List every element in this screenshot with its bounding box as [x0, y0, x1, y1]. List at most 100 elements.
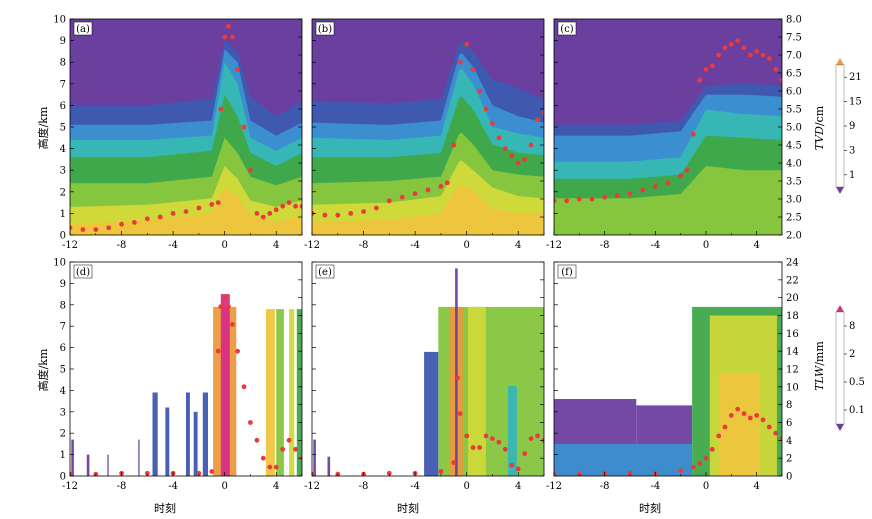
- tlw-point: [483, 433, 489, 439]
- y2-tick-label: 22: [786, 275, 799, 286]
- tvd-point: [697, 77, 703, 83]
- tvd-point: [554, 198, 557, 204]
- tlw-point: [215, 348, 221, 354]
- tvd-point: [183, 209, 189, 215]
- tlw-point: [747, 415, 753, 421]
- y-tick-label: 7: [60, 79, 66, 90]
- x-tick-label: -8: [359, 481, 369, 492]
- x-tick-label: -4: [168, 240, 178, 251]
- contour-band: [312, 184, 544, 235]
- tvd-point: [361, 209, 366, 215]
- panel-label: (c): [560, 24, 574, 35]
- tvd-point: [627, 191, 633, 197]
- y2-tick-label: 18: [786, 311, 799, 322]
- tlw-point: [196, 470, 202, 476]
- tvd-point: [779, 77, 782, 83]
- tlw-point: [697, 461, 703, 466]
- x-tick-label: 4: [273, 240, 279, 251]
- tvd-point: [754, 49, 760, 54]
- tlw-point: [509, 462, 515, 468]
- tvd-point: [483, 106, 489, 112]
- y2-tick-label: 2.0: [786, 231, 802, 242]
- tvd-point: [451, 142, 457, 148]
- tvd-point: [425, 187, 431, 193]
- y2-tick-label: 8.0: [786, 15, 802, 26]
- cloud-column: [193, 411, 198, 476]
- y-tick-label: 3: [60, 166, 66, 177]
- panel-e: (e) -12 -8 -4 0 4: [304, 261, 545, 492]
- y-tick-label: 5: [60, 123, 66, 134]
- tvd-point: [293, 203, 298, 209]
- colorbar-tlw: 0.1 0.5 2 8: [835, 305, 865, 431]
- tlw-point: [735, 406, 741, 412]
- x-tick-label: 4: [273, 481, 279, 492]
- panel-label-box: [73, 264, 93, 279]
- x-tick-label: 0: [221, 481, 227, 492]
- tvd-point: [709, 63, 715, 69]
- x-tick-label: -8: [117, 240, 127, 251]
- colorbar-tvd-label: TVD/cm: [813, 105, 826, 150]
- tvd-point: [773, 67, 779, 72]
- tlw-point: [502, 446, 508, 452]
- tvd-point: [741, 45, 747, 51]
- plot-area: [70, 19, 302, 235]
- y-tick-label: 4: [60, 386, 66, 397]
- colorbar-arrow-low: [836, 187, 844, 194]
- tvd-point: [386, 198, 392, 204]
- y-tick-label: 9: [60, 279, 66, 290]
- y2-tick-label: 20: [786, 293, 799, 304]
- tlw-point: [496, 439, 502, 445]
- y-tick-label: 6: [60, 343, 66, 354]
- y-tick-label: 5: [60, 365, 66, 376]
- x-tick-label: -4: [410, 240, 420, 251]
- tlw-point: [230, 322, 235, 327]
- tlw-point: [235, 348, 241, 354]
- x-tick-label: -8: [600, 240, 610, 251]
- tvd-point: [209, 202, 215, 207]
- x-tick-label: 0: [221, 240, 227, 251]
- x-tick-label: -12: [304, 481, 320, 492]
- panel-label-box: [557, 21, 577, 36]
- tvd-point: [684, 167, 690, 173]
- tvd-point: [222, 34, 228, 40]
- tvd-point: [70, 225, 73, 231]
- tlw-point: [741, 411, 747, 416]
- tvd-point: [735, 38, 741, 43]
- cloud-column: [186, 392, 190, 476]
- plot-area: [554, 262, 782, 476]
- tlw-point: [678, 468, 684, 473]
- y2-tick-label: 4.0: [786, 159, 802, 170]
- tvd-point: [589, 196, 595, 202]
- tvd-point: [760, 52, 766, 58]
- tlw-point: [438, 469, 444, 474]
- tvd-point: [218, 106, 224, 112]
- tvd-point: [576, 196, 582, 202]
- plot-area: [70, 262, 302, 476]
- y-tick-label: 8: [60, 58, 66, 69]
- x-tick-label: -12: [304, 240, 320, 251]
- y2-tick-label: 4.5: [786, 141, 802, 152]
- panel-label: (b): [318, 24, 332, 35]
- y2-tick-label: 0: [786, 472, 792, 483]
- cloud-column: [152, 392, 158, 476]
- x-tick-label: -4: [410, 481, 420, 492]
- tvd-point: [728, 41, 734, 47]
- tvd-point: [335, 212, 341, 218]
- cloud-column: [554, 443, 693, 476]
- tvd-point: [766, 56, 772, 61]
- tlw-point: [70, 471, 73, 476]
- y-tick-label: 10: [53, 15, 66, 26]
- tlw-point: [241, 384, 247, 390]
- y2-tick-label: 6: [786, 418, 792, 429]
- y-axis-label-bottom: 高度/km: [36, 348, 50, 391]
- contour-band: [554, 165, 782, 235]
- tvd-point: [260, 214, 266, 220]
- tvd-point: [299, 203, 302, 209]
- tlw-point: [703, 455, 709, 461]
- tvd-point: [640, 187, 646, 193]
- cloud-column: [289, 309, 295, 476]
- tvd-point: [602, 194, 608, 200]
- colorbar-arrow-low: [836, 424, 844, 431]
- tvd-point: [464, 41, 470, 47]
